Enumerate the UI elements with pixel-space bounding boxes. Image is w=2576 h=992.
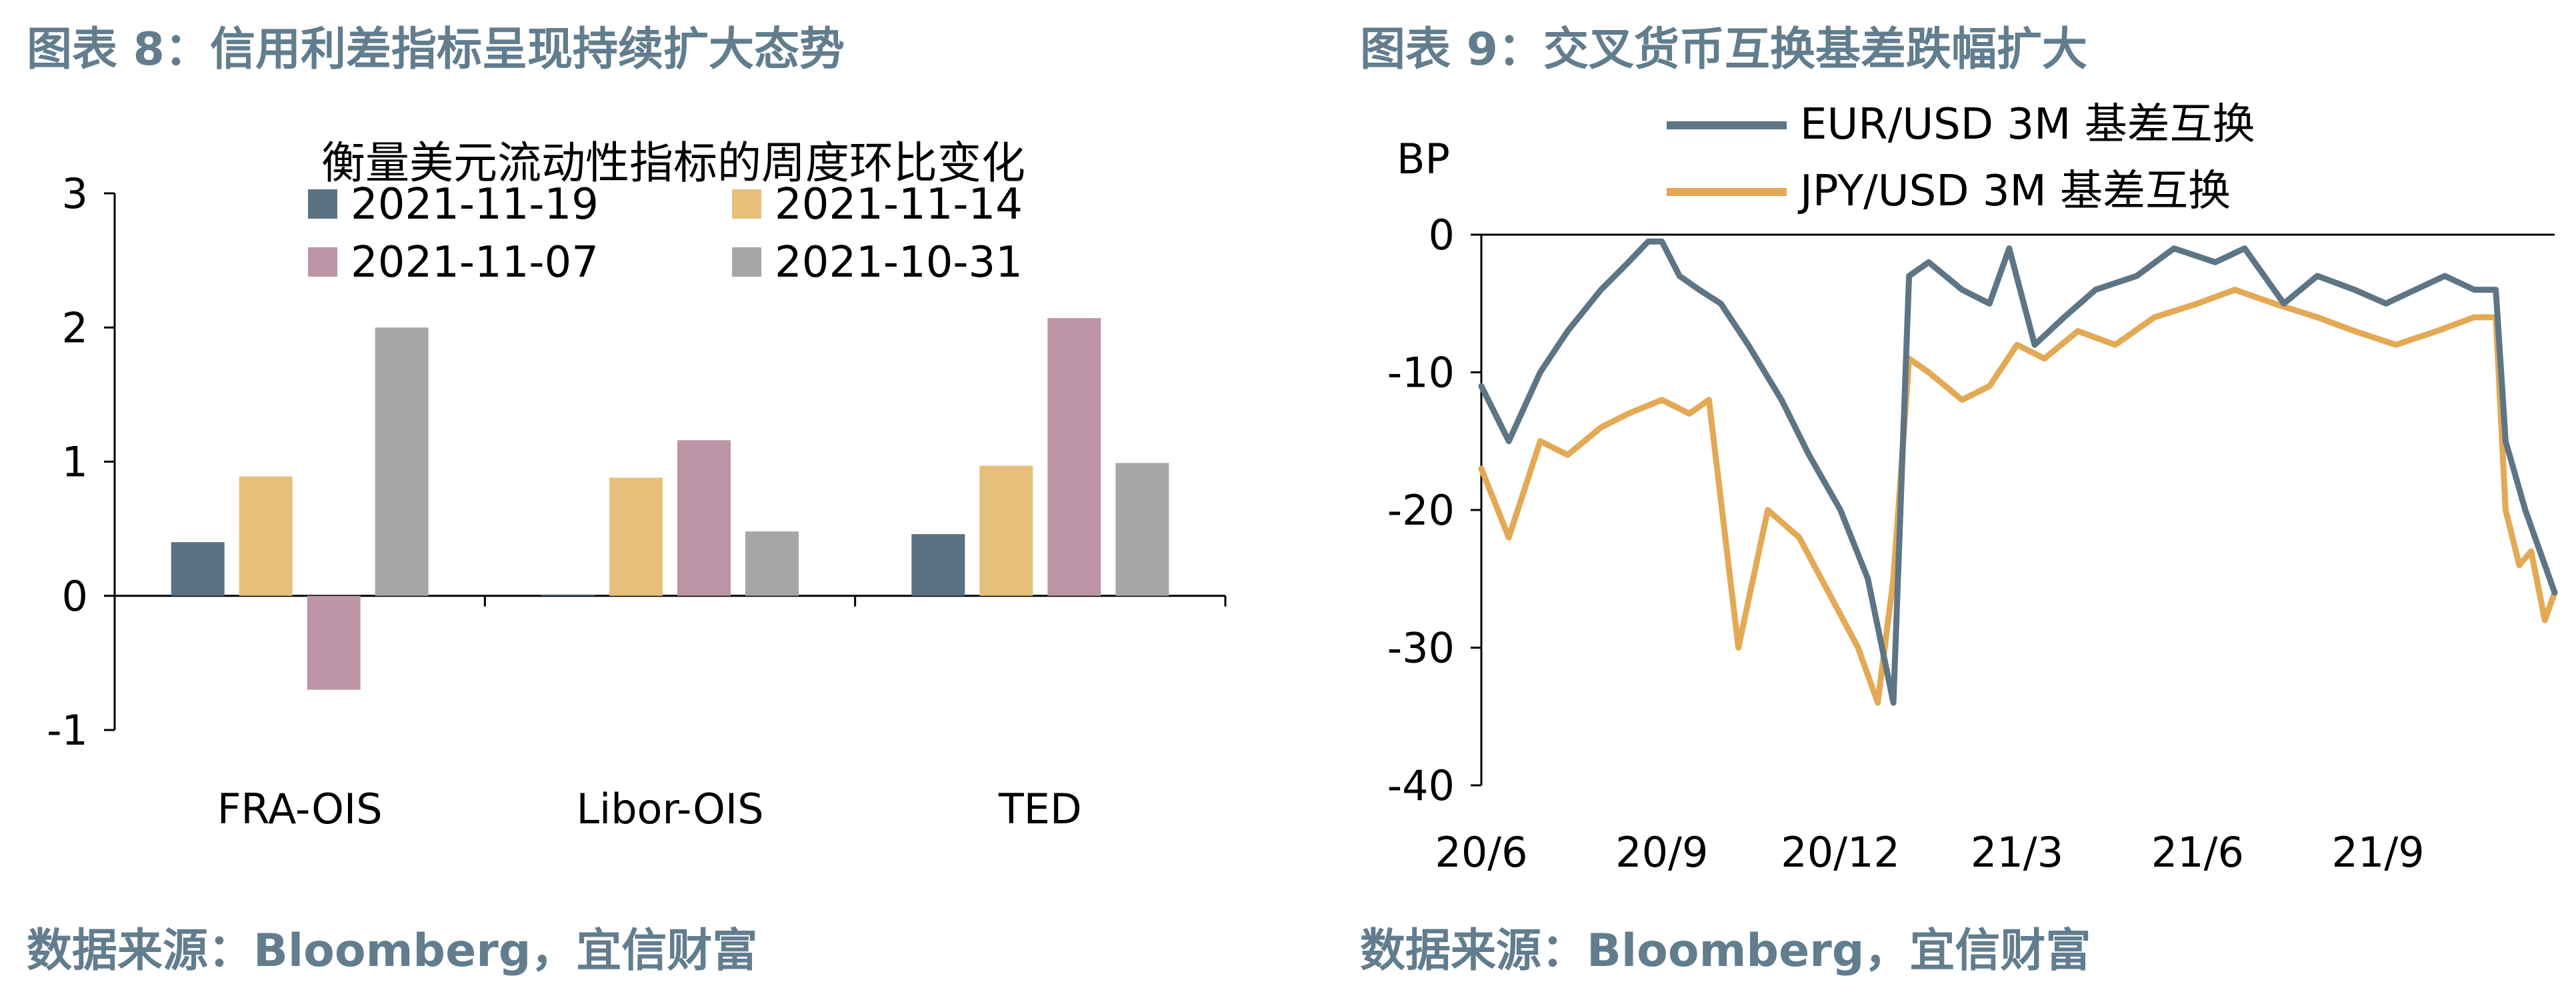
series-line — [1478, 238, 2558, 706]
bar — [375, 327, 429, 596]
bar — [979, 465, 1033, 596]
right-figure-title: 图表 9：交叉货币互换基差跌幅扩大 — [1360, 23, 2087, 76]
left-figure-title: 图表 8：信用利差指标呈现持续扩大态势 — [27, 23, 845, 76]
right-figure-source: 数据来源：Bloomberg，宜信财富 — [1360, 925, 2091, 977]
chart-title: 衡量美元流动性指标的周度环比变化 — [321, 137, 1025, 189]
bar — [677, 440, 731, 596]
line-chart: 0 -10 -20 -30 -40 BP 20/6 20/9 20/12 21/3 21/6 21/9… — [1387, 100, 2558, 877]
series-line — [1478, 287, 2558, 706]
legend-swatch — [308, 189, 337, 219]
y-tick-label: 0 — [1429, 211, 1455, 259]
x-tick-label: 20/6 — [1435, 828, 1527, 877]
y-tick-label: -30 — [1387, 624, 1455, 673]
x-tick-label: 21/6 — [2151, 828, 2244, 877]
x-tick-label: 20/9 — [1615, 828, 1708, 877]
y-tick-label: -1 — [47, 706, 88, 755]
bar — [1047, 318, 1101, 596]
x-category-label: TED — [998, 785, 1082, 833]
left-figure-source: 数据来源：Bloomberg，宜信财富 — [27, 925, 758, 977]
x-category-label: FRA-OIS — [217, 785, 383, 833]
bar — [1115, 463, 1169, 596]
x-tick-label: 21/3 — [1971, 828, 2063, 877]
y-tick-label: 1 — [62, 438, 88, 487]
x-category-label: Libor-OIS — [576, 785, 763, 833]
bar — [745, 531, 799, 596]
legend-label: 2021-10-31 — [775, 238, 1023, 287]
x-tick-label: 20/12 — [1781, 828, 1900, 877]
legend-swatch — [308, 247, 337, 277]
legend-label: EUR/USD 3M 基差互换 — [1800, 100, 2255, 149]
bar — [239, 476, 293, 596]
bar — [609, 477, 663, 596]
y-axis-unit-label: BP — [1397, 135, 1450, 183]
legend-label: JPY/USD 3M 基差互换 — [1797, 167, 2231, 216]
legend-label: 2021-11-19 — [351, 180, 599, 229]
y-tick-label: -10 — [1387, 349, 1455, 397]
bar — [911, 534, 965, 596]
legend-swatch — [732, 247, 761, 277]
y-tick-label: -20 — [1387, 486, 1455, 535]
legend-label: 2021-11-14 — [775, 180, 1023, 229]
y-tick-label: 2 — [62, 303, 88, 352]
bar-chart: -1 0 1 2 3 FRA-OIS Libor-OIS TED 衡量美元流动性指标的周度环比变… — [47, 137, 1227, 833]
bar — [307, 595, 361, 690]
bar — [541, 594, 595, 596]
x-tick-label: 21/9 — [2331, 828, 2424, 877]
legend-label: 2021-11-07 — [351, 238, 599, 287]
y-tick-label: -40 — [1387, 761, 1455, 810]
legend-swatch — [732, 189, 761, 219]
y-tick-label: 0 — [62, 572, 88, 621]
y-tick-label: 3 — [62, 169, 88, 218]
bar — [171, 542, 225, 596]
